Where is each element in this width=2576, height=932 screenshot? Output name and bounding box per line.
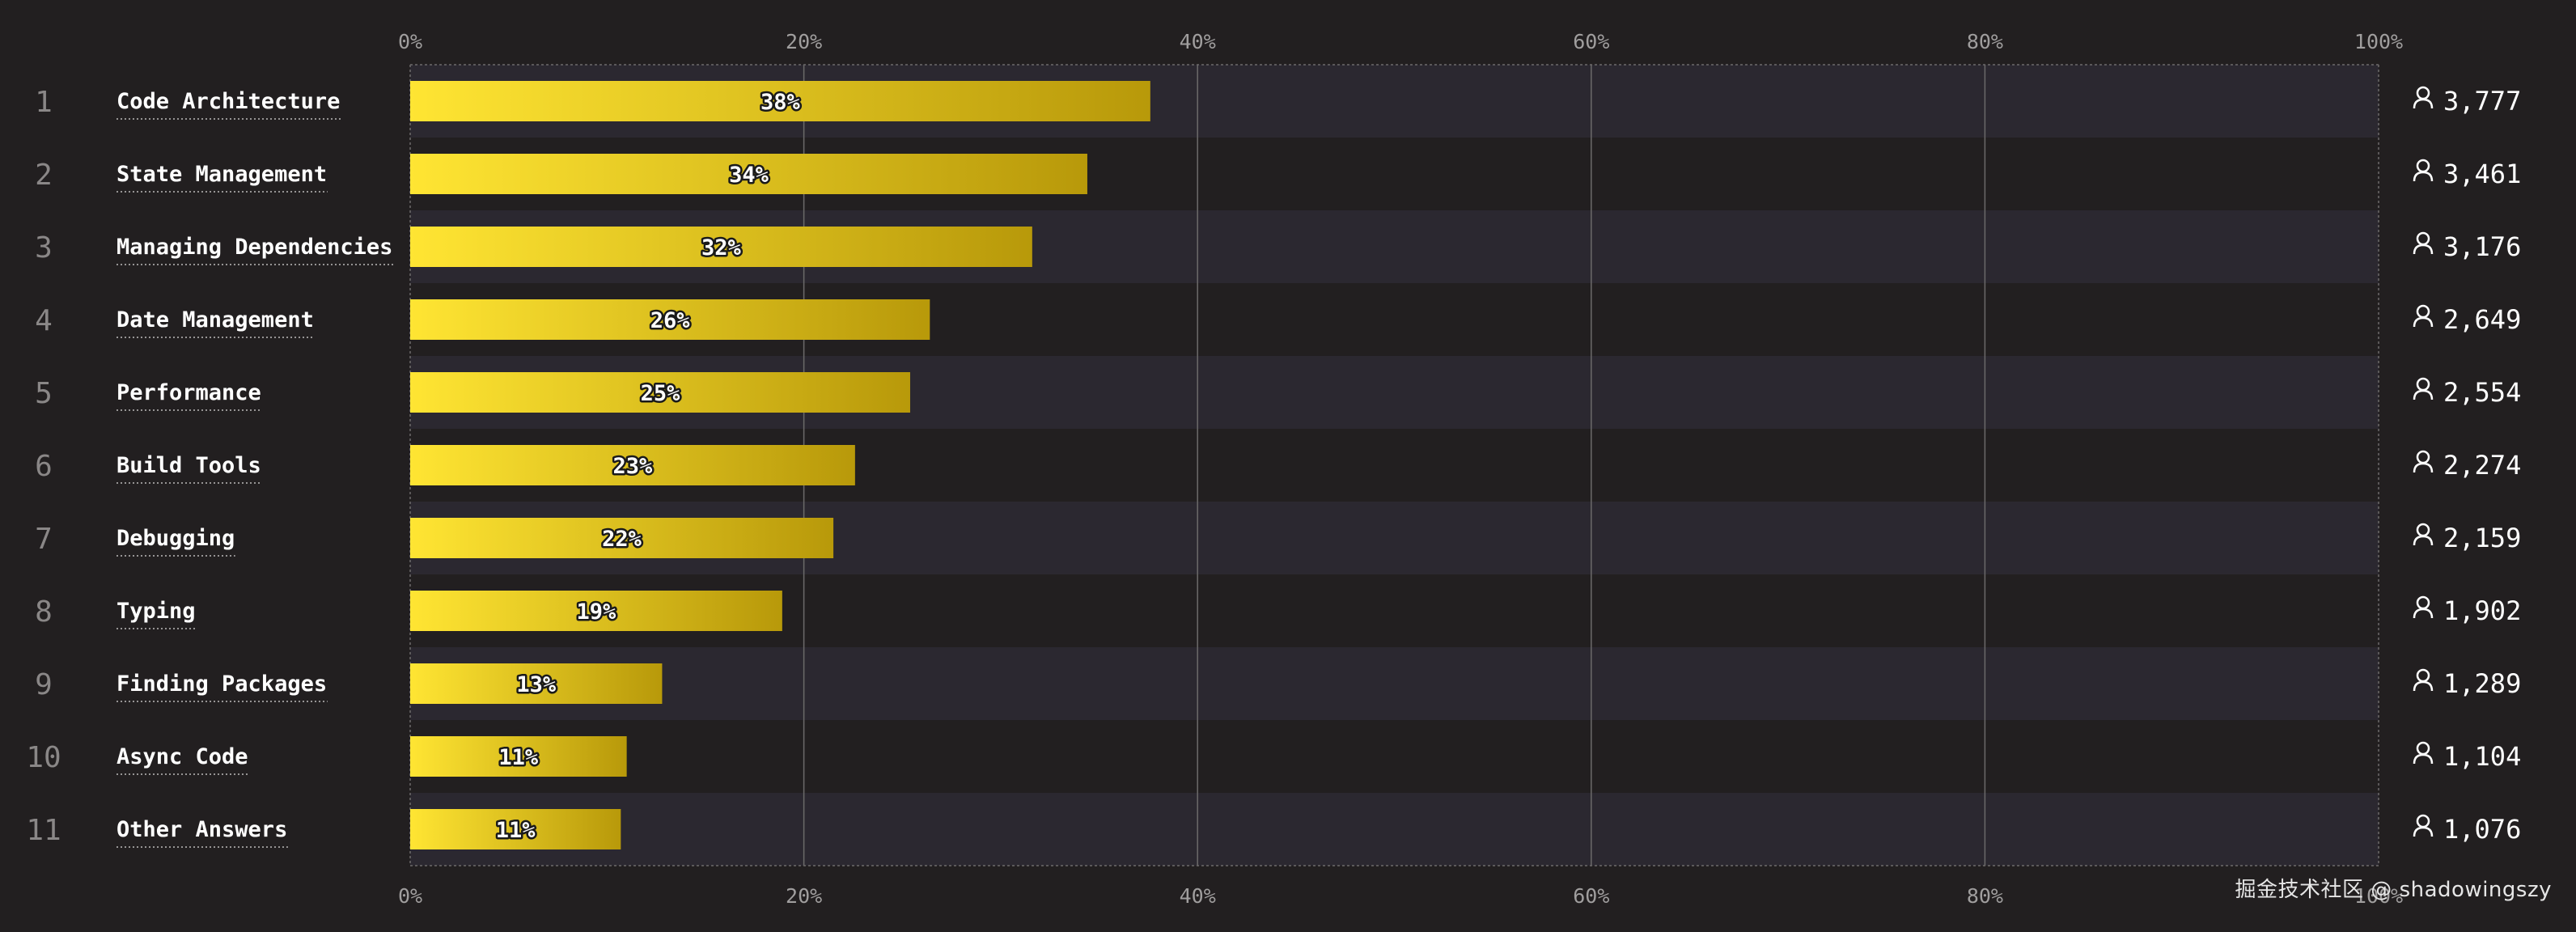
- respondent-count: 2,159: [2443, 523, 2521, 553]
- bar-value-label: 11%: [498, 745, 539, 770]
- rank-label: 1: [35, 86, 53, 119]
- user-icon: [2414, 816, 2432, 837]
- rank-label: 9: [35, 668, 53, 701]
- category-label: Code Architecture: [117, 89, 340, 114]
- respondent-count: 2,649: [2443, 304, 2521, 335]
- user-icon: [2414, 451, 2432, 472]
- bar-value-label: 25%: [641, 381, 681, 406]
- bar-value-label: 32%: [701, 235, 742, 261]
- rank-label: 7: [35, 523, 53, 556]
- category-label: Performance: [117, 380, 261, 405]
- category-label: Date Management: [117, 307, 314, 333]
- user-icon: [2414, 379, 2432, 400]
- x-tick-label-top: 60%: [1573, 30, 1609, 53]
- user-icon: [2414, 524, 2432, 545]
- user-icon: [2414, 87, 2432, 108]
- category-label: Managing Dependencies: [117, 235, 392, 260]
- rank-label: 5: [35, 377, 53, 410]
- watermark: 掘金技术社区 @ shadowingszy: [2235, 873, 2552, 903]
- chart-row: 2 State Management 34% 3,461: [35, 154, 2521, 194]
- x-tick-label-bottom: 20%: [786, 884, 822, 908]
- user-icon: [2414, 670, 2432, 691]
- respondent-count: 2,274: [2443, 450, 2521, 481]
- bar-value-label: 26%: [650, 308, 691, 333]
- row-band: [410, 793, 2379, 866]
- user-icon: [2414, 233, 2432, 254]
- rank-label: 2: [35, 159, 53, 192]
- bar-value-label: 11%: [496, 818, 536, 843]
- x-tick-label-bottom: 80%: [1967, 884, 2003, 908]
- rank-label: 11: [26, 814, 61, 847]
- rank-label: 10: [26, 741, 61, 774]
- rank-label: 8: [35, 595, 53, 629]
- category-label: Other Answers: [117, 817, 287, 842]
- respondent-count: 1,104: [2443, 741, 2521, 772]
- row-band: [410, 647, 2379, 720]
- category-label: Async Code: [117, 744, 248, 769]
- category-label: State Management: [117, 162, 327, 187]
- bar-value-label: 34%: [729, 163, 769, 188]
- chart-row: 8 Typing 19% 1,902: [35, 591, 2521, 631]
- chart-row: 4 Date Management 26% 2,649: [35, 299, 2521, 340]
- user-icon: [2414, 160, 2432, 181]
- x-tick-label-top: 0%: [398, 30, 422, 53]
- bar-value-label: 13%: [516, 672, 557, 697]
- respondent-count: 1,076: [2443, 814, 2521, 845]
- bar-value-label: 19%: [577, 599, 617, 625]
- respondent-count: 3,461: [2443, 159, 2521, 189]
- rank-label: 6: [35, 450, 53, 483]
- x-tick-label-bottom: 60%: [1573, 884, 1609, 908]
- category-label: Debugging: [117, 526, 235, 551]
- rank-label: 4: [35, 304, 53, 337]
- x-tick-label-bottom: 0%: [398, 884, 422, 908]
- respondent-count: 3,777: [2443, 86, 2521, 116]
- user-icon: [2414, 743, 2432, 764]
- user-icon: [2414, 306, 2432, 327]
- bar-value-label: 22%: [602, 527, 642, 552]
- chart-row: 10 Async Code 11% 1,104: [26, 736, 2521, 777]
- user-icon: [2414, 597, 2432, 618]
- bar-value-label: 38%: [761, 90, 801, 115]
- x-tick-label-top: 40%: [1180, 30, 1216, 53]
- x-tick-label-top: 100%: [2354, 30, 2403, 53]
- x-tick-label-bottom: 40%: [1180, 884, 1216, 908]
- respondent-count: 2,554: [2443, 377, 2521, 408]
- category-label: Typing: [117, 599, 196, 624]
- category-label: Build Tools: [117, 453, 261, 478]
- respondent-count: 1,902: [2443, 595, 2521, 626]
- x-tick-label-top: 80%: [1967, 30, 2003, 53]
- respondent-count: 3,176: [2443, 231, 2521, 262]
- rank-label: 3: [35, 231, 53, 265]
- respondent-count: 1,289: [2443, 668, 2521, 699]
- bar-value-label: 23%: [613, 454, 654, 479]
- chart-row: 6 Build Tools 23% 2,274: [35, 445, 2521, 485]
- x-tick-label-top: 20%: [786, 30, 822, 53]
- category-label: Finding Packages: [117, 671, 327, 697]
